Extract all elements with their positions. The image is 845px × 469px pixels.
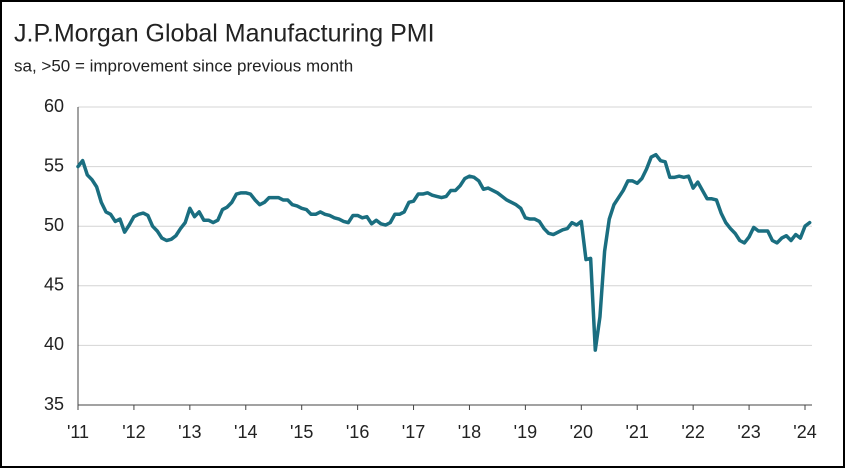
x-tick-label: '22 (681, 422, 704, 442)
x-tick-label: '23 (737, 422, 760, 442)
y-tick-label: 50 (44, 215, 64, 235)
x-tick-label: '16 (346, 422, 369, 442)
x-tick-label: '19 (514, 422, 537, 442)
x-tick-label: '17 (402, 422, 425, 442)
chart-title: J.P.Morgan Global Manufacturing PMI (14, 20, 435, 48)
x-tick-label: '14 (234, 422, 257, 442)
x-tick-label: '20 (570, 422, 593, 442)
chart-subtitle: sa, >50 = improvement since previous mon… (14, 56, 353, 75)
x-tick-label: '11 (67, 422, 89, 442)
y-tick-label: 40 (44, 334, 64, 354)
x-tick-label: '21 (625, 422, 648, 442)
x-tick-label: '12 (122, 422, 145, 442)
x-tick-label: '15 (290, 422, 313, 442)
x-tick-label: '24 (793, 422, 816, 442)
data-line (76, 152, 812, 352)
y-tick-label: 35 (44, 394, 64, 414)
y-tick-label: 55 (44, 155, 64, 175)
y-tick-label: 60 (44, 96, 64, 116)
x-tick-label: '13 (178, 422, 201, 442)
x-tick-label: '18 (458, 422, 481, 442)
y-tick-label: 45 (44, 275, 64, 295)
